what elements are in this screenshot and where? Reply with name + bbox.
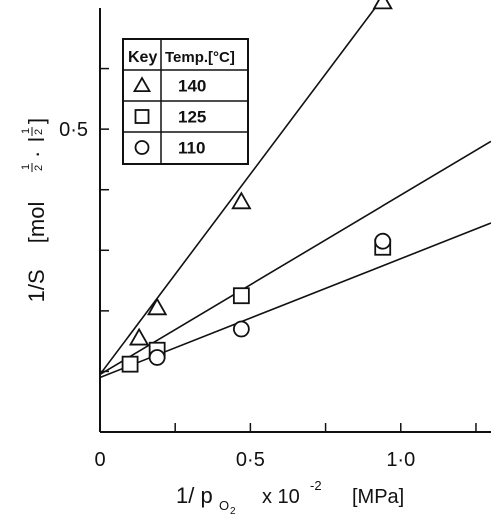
x-axis-label-main: 1/ p xyxy=(176,483,213,508)
data-point-circle xyxy=(232,320,250,338)
data-point-triangle xyxy=(231,191,252,210)
y-axis-label: 1/S [mol 1 2 · l 1 2 ] xyxy=(20,118,49,302)
legend-marker-triangle xyxy=(132,76,152,93)
y-axis-label-close: ] xyxy=(24,118,49,124)
x-axis-label: 1/ p O 2 x 10 -2 [MPa] xyxy=(176,478,404,517)
legend-header-temp: Temp.[°C] xyxy=(165,49,235,66)
data-point-triangle xyxy=(372,0,393,10)
x-axis-label-unit: [MPa] xyxy=(352,486,404,508)
data-point-square xyxy=(121,355,139,373)
y-tick-label: 0·5 xyxy=(59,119,88,141)
legend-label-square: 125 xyxy=(178,108,206,127)
x-tick-label: 0 xyxy=(94,449,105,471)
legend-label-circle: 110 xyxy=(178,139,205,158)
data-point-circle xyxy=(148,349,166,366)
x-axis-label-scale: x 10 xyxy=(262,486,300,508)
legend-marker-circle xyxy=(134,140,150,155)
y-axis-label-main: 1/S xyxy=(24,269,49,302)
data-markers xyxy=(121,0,393,373)
legend-table: Key Temp.[°C] 140 125 110 xyxy=(122,38,249,165)
svg-text:1/S [mol: 1/S [mol xyxy=(24,202,49,303)
legend-label-triangle: 140 xyxy=(178,77,206,96)
data-point-square xyxy=(232,287,250,305)
y-axis-label-l: l xyxy=(24,137,49,142)
plot-axes xyxy=(99,8,491,433)
data-point-triangle xyxy=(128,327,150,346)
legend-header-key: Key xyxy=(128,49,157,66)
x-tick-label: 1·0 xyxy=(386,449,415,471)
x-axis-label-sub: O xyxy=(219,498,229,513)
legend-marker-square xyxy=(134,109,150,124)
data-point-triangle xyxy=(146,297,168,316)
fit-line-triangle xyxy=(100,0,383,375)
fit-line-square xyxy=(100,140,491,376)
y-axis-label-exp1-den: 2 xyxy=(33,165,45,171)
y-axis-label-unit: [mol xyxy=(24,202,49,244)
x-axis-label-scale-exp: -2 xyxy=(310,478,322,493)
y-axis-label-exp1: 1 xyxy=(20,164,32,170)
legend-rows: 140 125 110 xyxy=(132,76,206,158)
y-axis-label-exp2-den: 2 xyxy=(33,129,45,135)
y-axis-label-exp2: 1 xyxy=(20,128,32,134)
x-tick-label: 0·5 xyxy=(236,449,265,471)
y-axis-label-dot: · xyxy=(24,151,49,158)
axis-tick-labels: 0 0·5 1·0 0·5 xyxy=(59,119,415,471)
x-axis-label-subsub: 2 xyxy=(230,506,236,517)
data-point-circle xyxy=(374,232,392,250)
